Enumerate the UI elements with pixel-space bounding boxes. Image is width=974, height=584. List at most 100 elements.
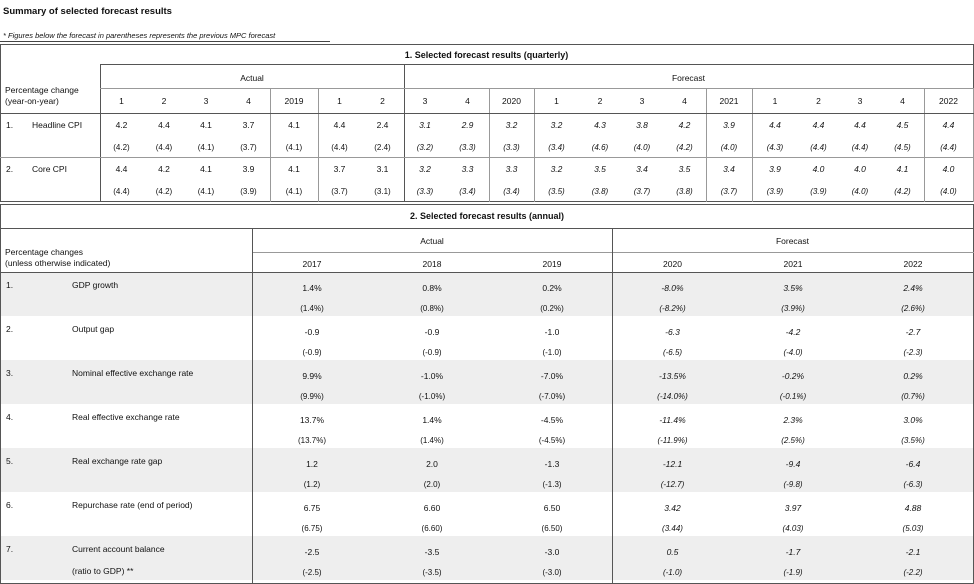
- column-header: 2: [597, 96, 603, 106]
- previous-value: (4.03): [782, 524, 804, 533]
- value: -6.3: [665, 327, 680, 337]
- value: -4.2: [785, 327, 801, 337]
- value: -4.5%: [540, 415, 564, 425]
- value: 0.2%: [903, 371, 923, 381]
- value: -6.4: [905, 459, 921, 469]
- previous-value: (-1.0): [542, 348, 562, 357]
- value: 3.8: [636, 120, 648, 130]
- previous-value: (3.9): [240, 187, 257, 196]
- row-note: (ratio to GDP) **: [72, 566, 134, 576]
- previous-value: (4.1): [285, 143, 303, 152]
- value: 2.9: [461, 120, 474, 130]
- previous-value: (3.7): [331, 187, 348, 196]
- previous-value: (4.3): [766, 143, 784, 152]
- row-name: Nominal effective exchange rate: [72, 368, 194, 378]
- value: 6.60: [423, 503, 441, 513]
- value: 6.50: [543, 503, 561, 513]
- previous-value: (-1.0): [662, 568, 683, 577]
- previous-value: (6.75): [301, 524, 323, 533]
- column-header: 2: [816, 96, 821, 106]
- row-number: 5.: [6, 456, 14, 466]
- value: 3.5: [678, 164, 691, 174]
- rule: [489, 88, 490, 202]
- rule: [534, 88, 535, 202]
- value: 4.4: [942, 120, 955, 130]
- column-header: 4: [246, 96, 251, 106]
- value: 4.1: [288, 164, 300, 174]
- value: -2.1: [905, 547, 921, 557]
- rule: [924, 88, 925, 202]
- column-header: 2017: [302, 259, 322, 269]
- previous-value: (-11.9%): [657, 436, 688, 445]
- value: 3.3: [461, 164, 474, 174]
- value: 4.4: [812, 120, 825, 130]
- value: -2.7: [905, 327, 921, 337]
- column-header: 3: [422, 96, 428, 106]
- value: 2.4%: [903, 283, 923, 293]
- row-number: 7.: [6, 544, 14, 554]
- value: 3.4: [723, 164, 735, 174]
- previous-value: (3.9): [810, 187, 827, 196]
- previous-value: (3.9): [766, 187, 784, 196]
- column-header: 2019: [284, 96, 304, 106]
- row-header: (year-on-year): [5, 96, 59, 106]
- previous-value: (0.2%): [540, 304, 564, 313]
- previous-value: (-2.2): [903, 568, 923, 577]
- value: 4.4: [158, 120, 170, 130]
- rule: [100, 64, 974, 65]
- previous-value: (4.0): [851, 187, 869, 196]
- rule: [252, 252, 974, 253]
- value: 4.5: [896, 120, 909, 130]
- previous-value: (1.4%): [300, 304, 324, 313]
- previous-value: (-9.8): [783, 480, 803, 489]
- value: -1.0: [544, 327, 560, 337]
- previous-value: (3.2): [416, 143, 434, 152]
- value: 4.0: [942, 164, 955, 174]
- column-header: 2021: [783, 259, 803, 269]
- value: 3.2: [505, 120, 518, 130]
- value: -13.5%: [659, 371, 686, 381]
- value: 3.2: [419, 164, 431, 174]
- value: 1.4%: [422, 415, 442, 425]
- previous-value: (3.7): [720, 187, 738, 196]
- value: 4.1: [200, 120, 212, 130]
- previous-value: (-3.5): [422, 568, 442, 577]
- value: -9.4: [785, 459, 801, 469]
- group-header: Actual: [240, 73, 264, 83]
- value: 6.75: [303, 503, 321, 513]
- column-header: 4: [465, 96, 470, 106]
- previous-value: (6.50): [541, 524, 563, 533]
- value: 4.0: [854, 164, 866, 174]
- row-number: 6.: [6, 500, 14, 510]
- value: 1.2: [306, 459, 318, 469]
- value: 4.1: [896, 164, 909, 174]
- value: 3.5: [594, 164, 606, 174]
- previous-value: (-1.9): [783, 568, 803, 577]
- value: -0.2%: [781, 371, 805, 381]
- value: 13.7%: [299, 415, 325, 425]
- previous-value: (-4.0): [783, 348, 803, 357]
- previous-value: (0.8%): [420, 304, 444, 313]
- page-title: Summary of selected forecast results: [3, 6, 172, 17]
- previous-value: (3.8): [676, 187, 693, 196]
- value: 3.2: [550, 164, 563, 174]
- rule: [0, 228, 974, 229]
- group-header: Forecast: [775, 236, 810, 246]
- value: 3.9: [723, 120, 735, 130]
- row-name: GDP growth: [72, 280, 119, 290]
- column-header: 2: [380, 96, 385, 106]
- rule: [0, 272, 974, 273]
- previous-value: (5.03): [902, 524, 924, 533]
- previous-value: (4.4): [113, 187, 130, 196]
- previous-value: (2.6%): [901, 304, 925, 313]
- previous-value: (-1.3): [542, 480, 562, 489]
- previous-value: (1.2): [303, 480, 321, 489]
- previous-value: (4.2): [155, 187, 173, 196]
- previous-value: (4.0): [720, 143, 738, 152]
- row-band: [1, 360, 973, 404]
- column-header: 2021: [719, 96, 739, 106]
- rule: [252, 228, 253, 584]
- footnote: * Figures below the forecast in parenthe…: [3, 31, 276, 40]
- value: -2.5: [304, 547, 320, 557]
- column-header: 1: [337, 96, 342, 106]
